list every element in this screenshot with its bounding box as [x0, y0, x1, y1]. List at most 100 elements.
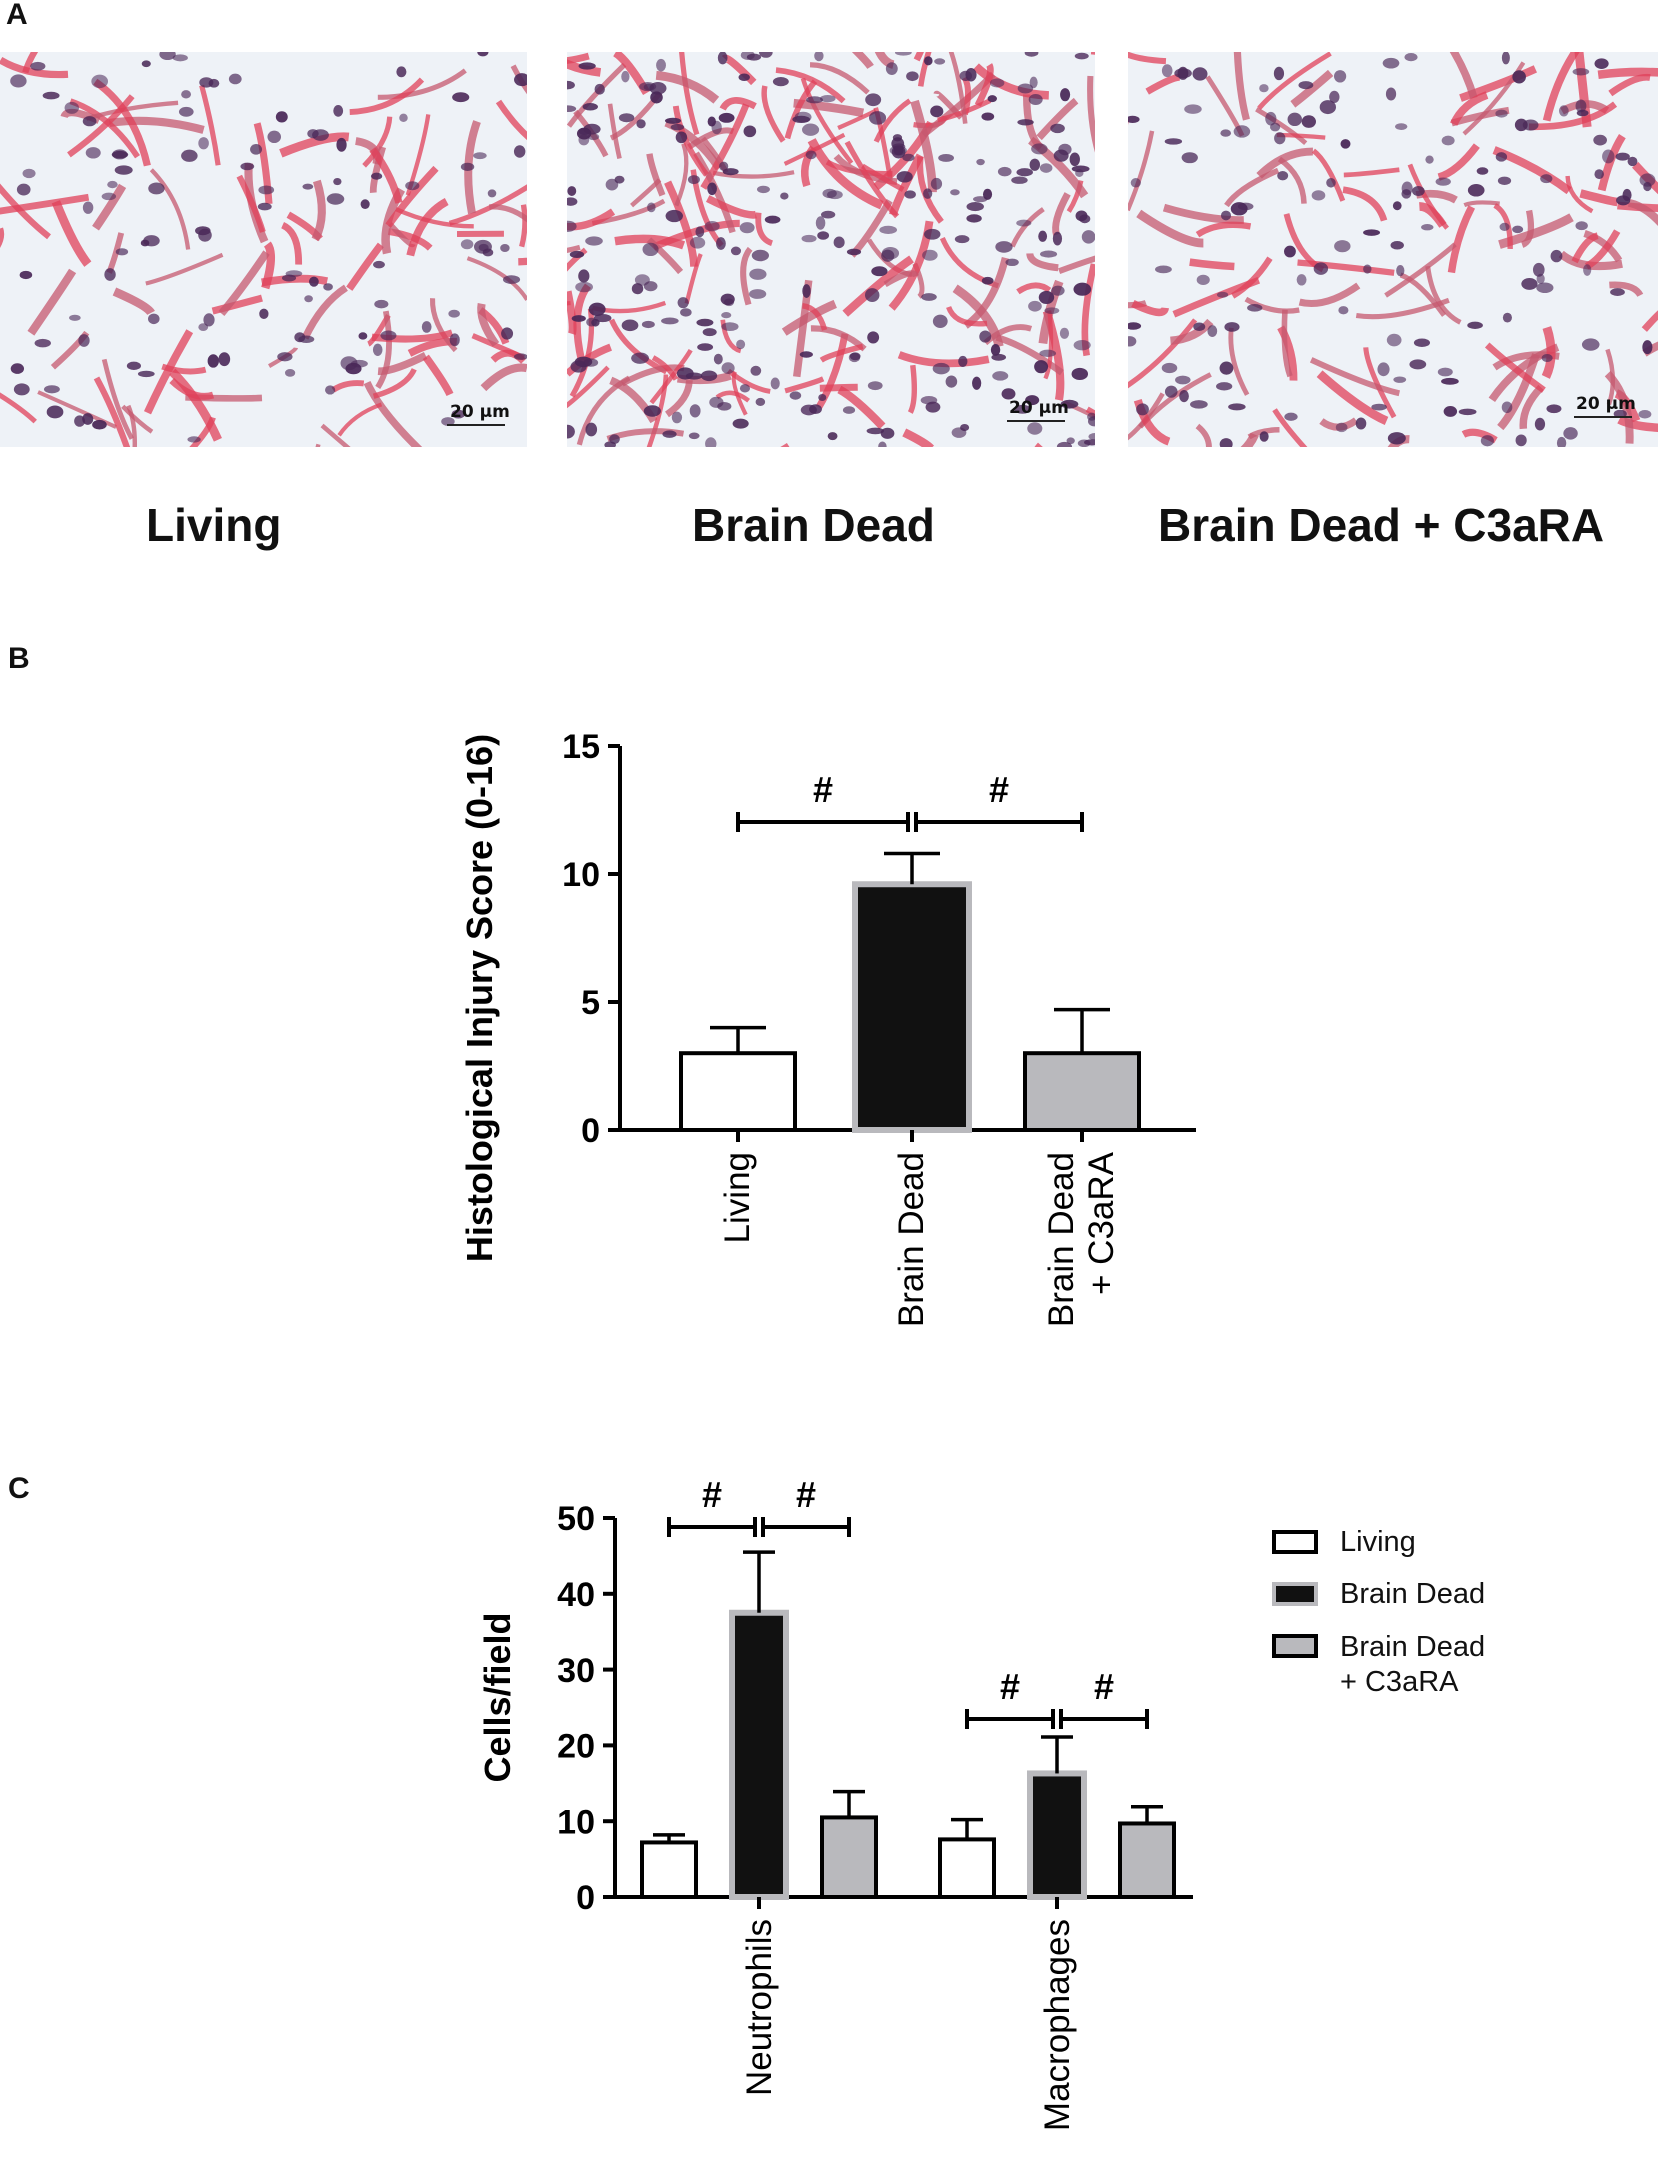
tissue-strand	[489, 204, 527, 223]
cell-nucleus	[1534, 417, 1546, 431]
cell-nucleus	[571, 315, 586, 322]
cell-nucleus	[1081, 230, 1095, 244]
tissue-strand	[1583, 230, 1623, 263]
tissue-strand	[406, 197, 449, 257]
tissue-strand	[715, 390, 751, 403]
cell-nucleus	[567, 105, 577, 113]
cell-nucleus	[1005, 258, 1019, 267]
cell-nucleus	[1192, 67, 1208, 81]
cell-nucleus	[704, 220, 720, 232]
cell-nucleus	[719, 161, 729, 171]
cell-nucleus	[1495, 109, 1508, 118]
tissue-strand	[784, 79, 818, 140]
cell-nucleus	[656, 58, 666, 72]
cell-nucleus	[187, 436, 201, 443]
cell-nucleus	[896, 171, 913, 183]
y-tick-label: 0	[581, 1112, 600, 1150]
cell-nucleus	[82, 116, 97, 127]
tissue-strand	[518, 257, 527, 266]
cell-nucleus	[1284, 412, 1298, 421]
cell-nucleus	[1512, 70, 1526, 84]
cell-nucleus	[277, 352, 293, 362]
cell-nucleus	[449, 333, 460, 347]
tissue-strand	[1627, 198, 1658, 227]
cell-nucleus	[631, 283, 644, 295]
tissue-strand	[1026, 252, 1059, 272]
tissue-strand	[1641, 310, 1658, 332]
cell-nucleus	[665, 209, 683, 223]
tissue-strand	[375, 310, 392, 389]
cell-nucleus	[501, 327, 514, 340]
cell-nucleus	[1333, 70, 1347, 83]
cell-nucleus	[989, 78, 1005, 88]
tissue-strand	[337, 402, 383, 437]
cell-nucleus	[987, 95, 997, 103]
tissue-strand	[169, 368, 222, 442]
x-tick-label: Macrophages	[1038, 1919, 1077, 2131]
tissue-strand	[1316, 370, 1389, 425]
legend: Living Brain Dead Brain Dead + C3aRA	[1272, 1526, 1632, 1726]
cell-nucleus	[789, 391, 802, 400]
cell-nucleus	[756, 185, 770, 194]
cell-nucleus	[405, 181, 420, 191]
tissue-strand	[567, 62, 627, 128]
tissue-strand	[567, 365, 610, 409]
y-tick-label: 15	[562, 728, 600, 766]
cell-nucleus	[636, 119, 646, 129]
tissue-strand	[860, 163, 905, 192]
cell-nucleus	[815, 216, 826, 230]
tissue-strand	[630, 178, 662, 208]
cell-nucleus	[1627, 156, 1638, 167]
tissue-strand	[1617, 415, 1658, 433]
significance-label: #	[989, 769, 1009, 810]
legend-label: Brain Dead	[1340, 1578, 1486, 1610]
legend-label-line: Brain Dead	[1340, 1631, 1486, 1663]
cell-nucleus	[333, 105, 344, 117]
cell-nucleus	[670, 123, 685, 131]
tissue-strand	[712, 170, 795, 179]
cell-nucleus	[979, 330, 992, 343]
tissue-strand	[126, 404, 138, 447]
cell-nucleus	[1016, 168, 1033, 177]
tissue-strand	[1128, 318, 1198, 389]
tissue-strand	[261, 274, 329, 287]
cell-nucleus	[259, 308, 269, 320]
cell-nucleus	[1027, 422, 1043, 435]
scale-bar-label: 20 μm	[450, 402, 510, 422]
cell-nucleus	[662, 430, 677, 438]
cell-nucleus	[567, 220, 577, 232]
tissue-strand	[369, 147, 403, 204]
cell-nucleus	[1284, 245, 1296, 258]
tissue-strand	[218, 250, 270, 317]
cell-nucleus	[995, 241, 1013, 253]
cell-nucleus	[695, 226, 705, 238]
tissue-strand	[1519, 384, 1544, 430]
cell-nucleus	[1128, 336, 1137, 347]
significance-label: #	[1094, 1666, 1114, 1707]
cell-nucleus	[647, 202, 656, 213]
tissue-strand	[684, 253, 703, 304]
x-tick-label: Living	[718, 1152, 757, 1243]
tissue-strand	[1257, 52, 1332, 110]
cell-nucleus	[460, 162, 475, 172]
cell-nucleus	[1615, 152, 1630, 161]
cell-nucleus	[864, 288, 880, 303]
tissue-strand	[93, 78, 151, 167]
cell-nucleus	[743, 125, 757, 138]
tissue-strand	[567, 52, 590, 64]
cell-nucleus	[1390, 241, 1404, 250]
cell-nucleus	[721, 312, 732, 319]
cell-nucleus	[1385, 87, 1397, 101]
image-label-living: Living	[146, 499, 282, 551]
cell-nucleus	[932, 314, 948, 329]
cell-nucleus	[228, 73, 242, 85]
cell-nucleus	[820, 210, 836, 219]
tissue-strand	[1542, 52, 1580, 122]
tissue-strand	[873, 98, 912, 143]
cell-nucleus	[1393, 376, 1407, 383]
cell-nucleus	[966, 202, 984, 212]
tissue-strand	[1290, 69, 1334, 108]
tissue-strand	[1131, 300, 1169, 317]
cell-nucleus	[578, 269, 590, 283]
tissue-strand	[842, 255, 914, 317]
